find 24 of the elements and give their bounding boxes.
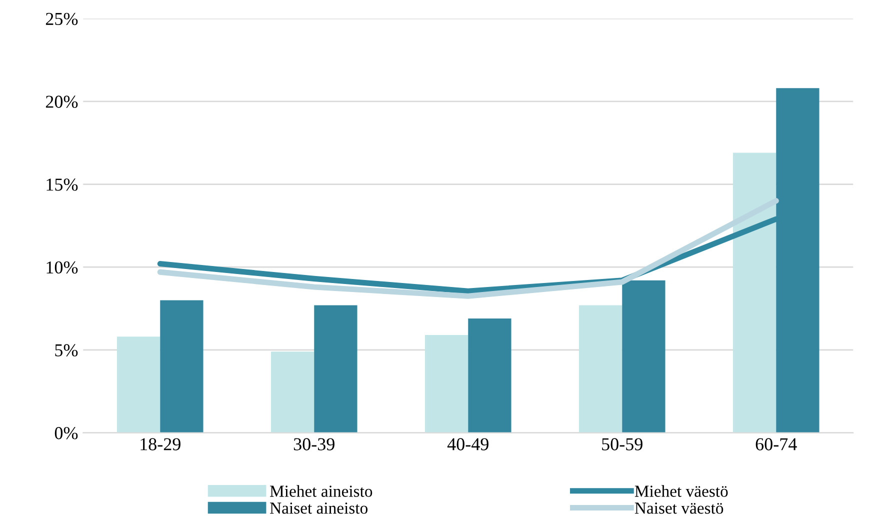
legend-label: Miehet väestö	[634, 485, 728, 497]
y-tick-label: 20%	[46, 96, 78, 108]
legend-label: Miehet aineisto	[270, 485, 372, 497]
y-tick-label: 15%	[46, 178, 78, 191]
legend-label: Naiset väestö	[634, 502, 724, 514]
x-tick-label: 18-29	[140, 438, 180, 450]
y-tick-label: 0%	[54, 427, 78, 440]
x-tick-label: 40-49	[447, 438, 488, 450]
y-tick-label: 25%	[46, 12, 78, 26]
bar	[314, 305, 358, 433]
bar	[622, 280, 666, 433]
x-tick-label: 30-39	[294, 438, 334, 450]
legend-label: Naiset aineisto	[270, 502, 368, 514]
bar	[117, 336, 160, 433]
bar	[733, 152, 776, 433]
bar	[271, 352, 314, 433]
y-tick-label: 5%	[55, 344, 78, 356]
bar	[468, 318, 512, 433]
x-tick-label: 50-59	[602, 438, 642, 450]
bar	[579, 305, 622, 433]
y-tick-label: 10%	[46, 261, 78, 274]
bar	[160, 300, 204, 433]
bar	[425, 335, 468, 433]
x-tick-label: 60-74	[756, 438, 797, 450]
